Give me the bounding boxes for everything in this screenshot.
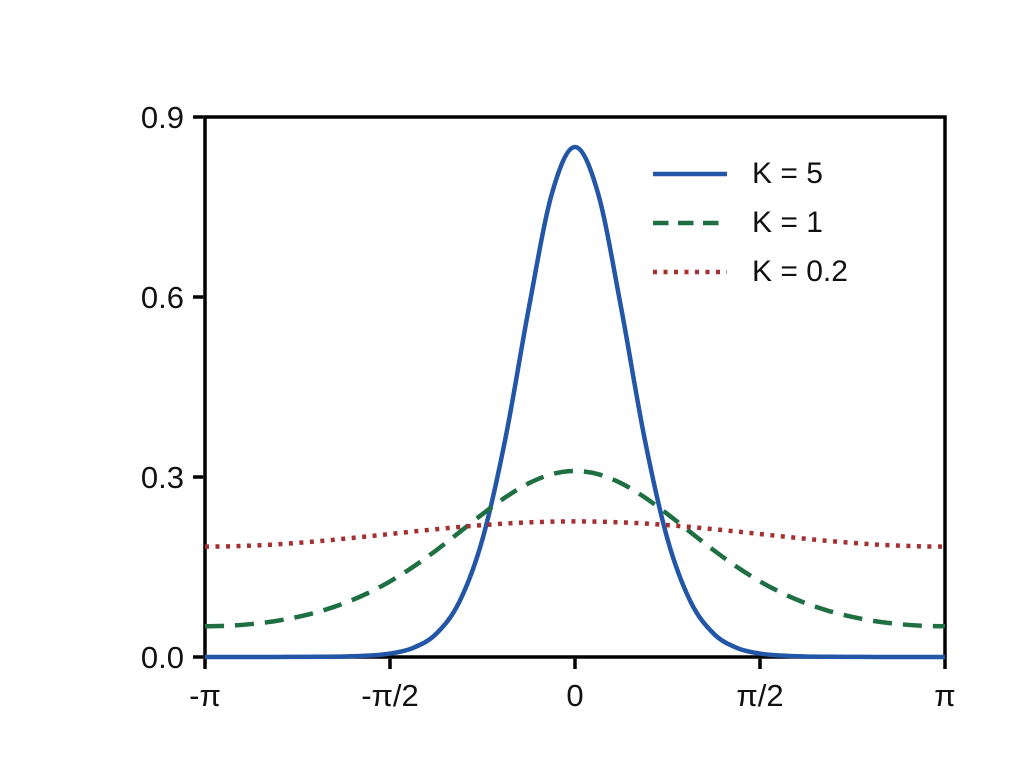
series-curve-2 [204, 519, 946, 549]
series-curve-0 [204, 144, 946, 660]
x-tick-label: -π/2 [361, 678, 419, 713]
legend: K = 5 K = 1 K = 0.2 [650, 158, 848, 288]
x-tick-label: 0 [566, 678, 583, 713]
x-tick-label: -π [189, 678, 221, 713]
legend-label-k1: K = 1 [752, 206, 823, 239]
x-tick-label: π/2 [736, 678, 783, 713]
y-tick-label: 0.3 [141, 460, 184, 495]
legend-item-k02: K = 0.2 [650, 256, 848, 288]
x-tick-label: π [934, 678, 955, 713]
axes-box [203, 115, 947, 659]
legend-line-sample-dotted [653, 269, 727, 275]
series-curve-1 [204, 468, 946, 629]
legend-line-sample-dashed [653, 220, 727, 226]
y-tick-label: 0.6 [141, 280, 184, 315]
legend-item-k5: K = 5 [650, 158, 848, 190]
legend-item-k1: K = 1 [650, 207, 848, 239]
legend-line-sample-solid [653, 171, 727, 177]
legend-label-k5: K = 5 [752, 157, 823, 190]
y-tick-label: 0.0 [141, 640, 184, 675]
legend-label-k02: K = 0.2 [752, 255, 848, 288]
y-tick-label: 0.9 [141, 100, 184, 135]
